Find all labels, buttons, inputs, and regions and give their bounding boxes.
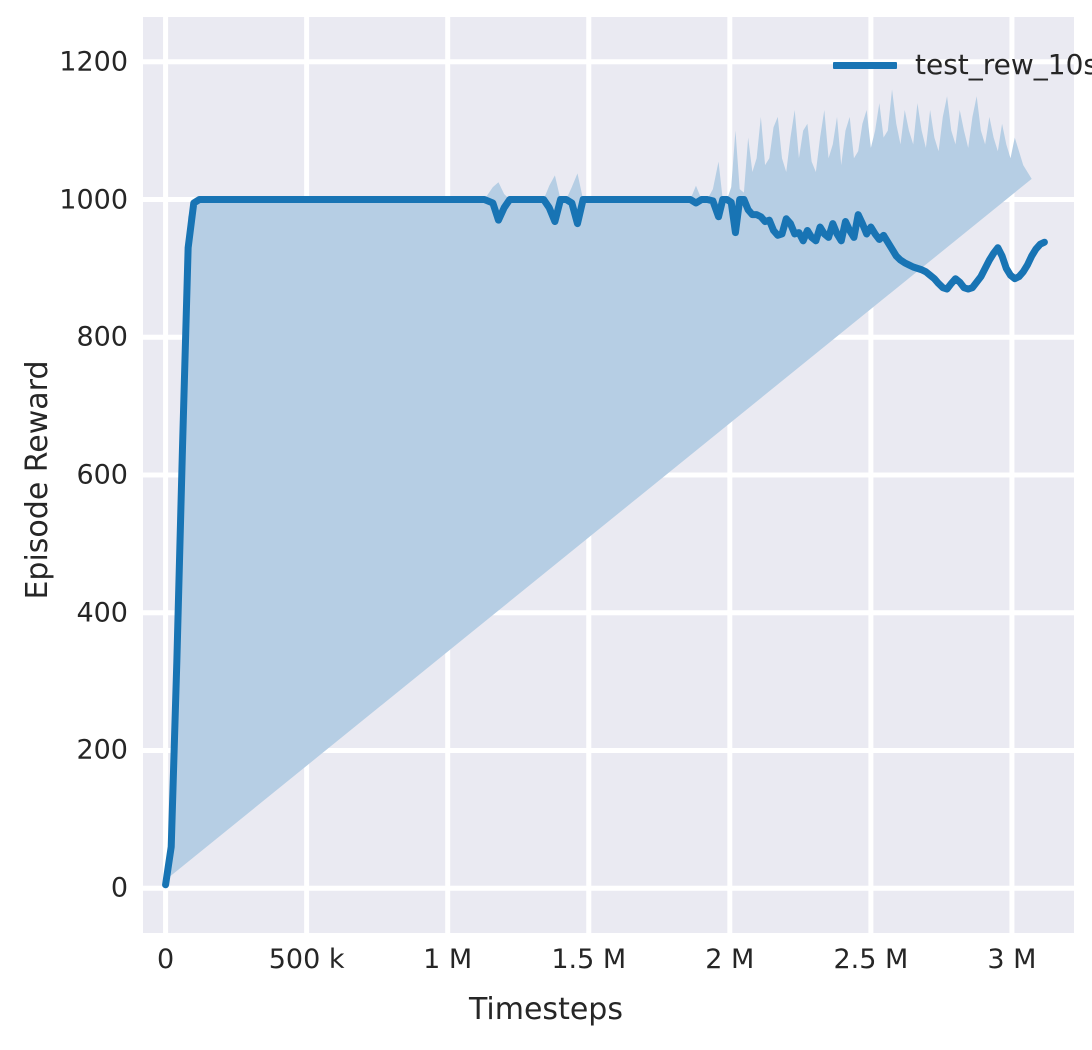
legend-label: test_rew_10seeds.csv [915,48,1092,81]
x-axis-label: Timesteps [469,992,623,1027]
x-tick-label: 500 k [268,944,345,975]
legend-line-swatch [833,61,897,69]
plot-area: test_rew_10seeds.csv [143,17,1092,933]
y-tick-label: 0 [110,872,128,904]
chart-legend: test_rew_10seeds.csv [833,51,1092,79]
y-axis-label: Episode Reward [20,360,55,600]
y-tick-label: 1000 [59,184,128,215]
y-axis-tick-labels: 0 200 400 600 800 1000 1200 [0,0,128,1050]
chart-svg [143,17,1074,933]
confidence-band [165,89,1032,880]
x-tick-label: 2 M [705,944,755,975]
y-tick-label: 800 [76,321,128,353]
x-tick-label: 3 M [987,944,1037,975]
y-tick-label: 1200 [59,46,128,78]
mean-line [162,196,1048,889]
x-tick-label: 2.5 M [833,944,909,975]
x-tick-label: 0 [156,944,175,975]
y-tick-label: 600 [76,459,128,491]
x-tick-label: 1.5 M [551,944,627,975]
x-tick-label: 1 M [423,944,473,975]
y-tick-label: 400 [76,597,128,629]
y-tick-label: 200 [76,734,128,766]
